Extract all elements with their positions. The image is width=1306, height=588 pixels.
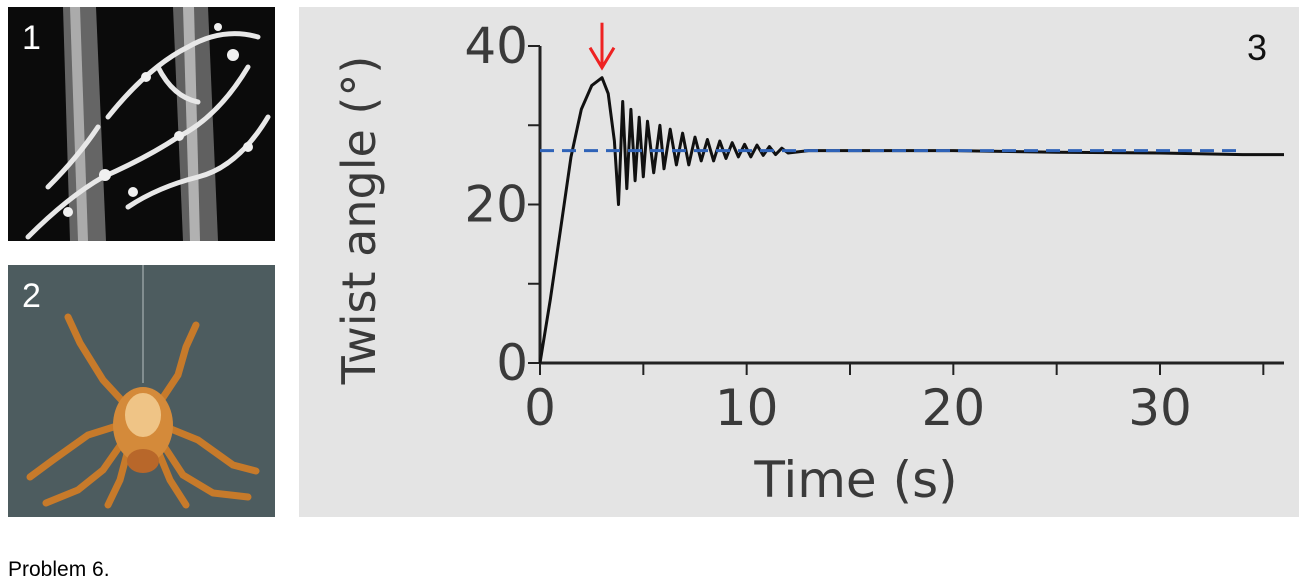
- peak-arrow-head: [588, 46, 616, 71]
- x-tick-label: 30: [1128, 379, 1192, 437]
- spider-photo-image: [8, 265, 275, 517]
- figure-caption: Problem 6.: [8, 558, 110, 581]
- y-tick-label: 40: [464, 17, 528, 75]
- chart-axes: [538, 46, 1284, 365]
- fiber-micrograph-panel: 1: [8, 7, 275, 241]
- x-tick-label: 0: [524, 379, 556, 437]
- y-tick-label: 0: [496, 334, 528, 392]
- y-axis-label: Twist angle (°): [332, 56, 386, 386]
- twist-angle-trace: [538, 76, 1284, 364]
- x-tick-label: 20: [922, 379, 986, 437]
- twist-angle-chart: 0 10 20 30 0 20 40 Time (s) Twist angle (°): [332, 17, 1284, 509]
- x-axis-label: Time (s): [753, 451, 957, 509]
- panel-2-number: 2: [22, 277, 41, 315]
- fiber-micrograph-image: [8, 7, 275, 241]
- y-tick-label: 20: [464, 176, 528, 234]
- x-tick-label: 10: [715, 379, 779, 437]
- spider-photo-panel: 2: [8, 265, 275, 517]
- twist-angle-chart-panel: 0 10 20 30 0 20 40 Time (s) Twist angle (°) 3: [299, 7, 1299, 517]
- chart-series-layer: [538, 76, 1284, 364]
- chart-annotations: [588, 22, 616, 71]
- chart-ticks: 0 10 20 30 0 20 40: [464, 17, 1265, 437]
- panel-1-number: 1: [22, 19, 41, 57]
- panel-3-number: 3: [1246, 27, 1267, 68]
